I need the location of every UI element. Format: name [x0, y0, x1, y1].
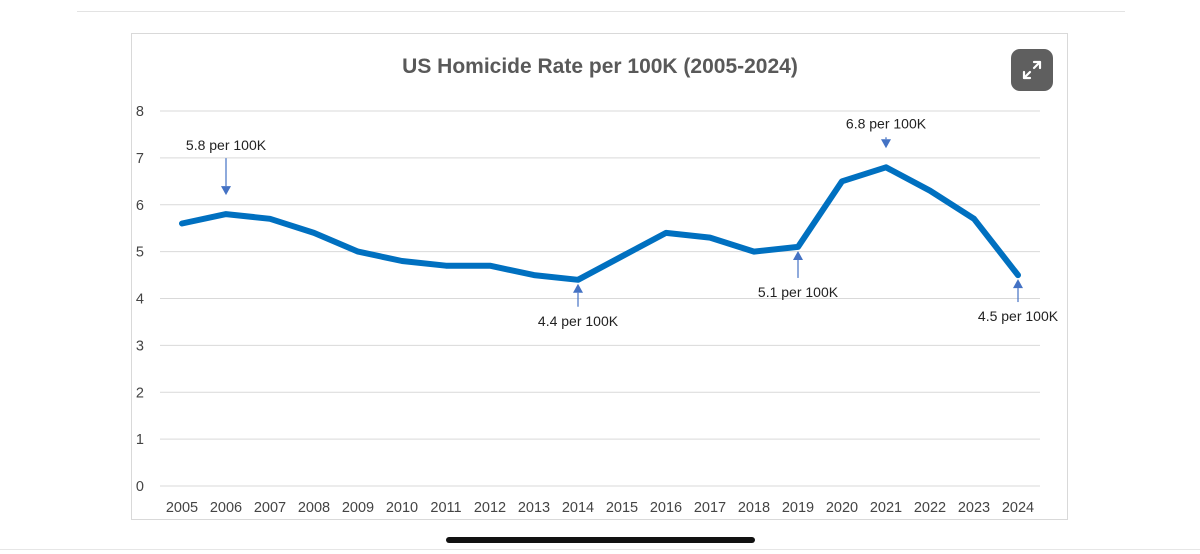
- data-point: [355, 249, 361, 255]
- annotation-arrowhead: [1013, 279, 1023, 289]
- annotation: 5.8 per 100K: [186, 137, 267, 196]
- y-axis-ticks: 0 1 2 3 4 5 6 7 8: [136, 104, 144, 495]
- annotation: 5.1 per 100K: [758, 250, 839, 300]
- x-tick-label: 2011: [430, 500, 461, 516]
- x-tick-label: 2010: [386, 500, 418, 516]
- annotation-label: 4.4 per 100K: [538, 313, 619, 329]
- x-tick-label: 2016: [650, 500, 682, 516]
- x-tick-label: 2022: [914, 500, 946, 516]
- x-tick-label: 2024: [1002, 500, 1034, 516]
- y-tick-label: 3: [136, 338, 144, 354]
- x-tick-label: 2015: [606, 500, 638, 516]
- x-tick-label: 2019: [782, 500, 814, 516]
- y-tick-label: 7: [136, 151, 144, 167]
- data-point: [971, 216, 977, 222]
- x-tick-label: 2008: [298, 500, 330, 516]
- data-point: [311, 230, 317, 236]
- x-tick-label: 2006: [210, 500, 242, 516]
- y-tick-label: 0: [136, 479, 144, 495]
- annotation-label: 5.8 per 100K: [186, 137, 267, 153]
- data-point: [839, 178, 845, 184]
- home-indicator[interactable]: [446, 537, 755, 543]
- annotation-arrowhead: [221, 186, 231, 196]
- data-point: [179, 221, 185, 227]
- x-tick-label: 2017: [694, 500, 726, 516]
- x-tick-label: 2023: [958, 500, 990, 516]
- expand-button[interactable]: [1011, 49, 1053, 91]
- data-point: [795, 244, 801, 250]
- annotation-arrowhead: [881, 139, 891, 149]
- y-tick-label: 2: [136, 385, 144, 401]
- grid-lines: [160, 110, 1040, 487]
- data-point: [487, 263, 493, 269]
- annotation-label: 6.8 per 100K: [846, 115, 927, 131]
- y-tick-label: 5: [136, 245, 144, 261]
- data-point: [663, 230, 669, 236]
- data-point: [267, 216, 273, 222]
- annotation: 6.8 per 100K: [846, 115, 927, 149]
- data-point: [751, 249, 757, 255]
- y-tick-label: 8: [136, 104, 144, 120]
- x-tick-label: 2013: [518, 500, 550, 516]
- annotation-label: 5.1 per 100K: [758, 284, 839, 300]
- annotation-arrowhead: [793, 250, 803, 260]
- annotation: 4.4 per 100K: [538, 283, 619, 329]
- x-tick-label: 2007: [254, 500, 286, 516]
- data-point: [707, 235, 713, 241]
- annotation: 4.5 per 100K: [978, 279, 1059, 324]
- x-axis-ticks: 2005 2006 2007 2008 2009 2010 2011 2012 2013 2014…: [166, 500, 1034, 516]
- chart-title: US Homicide Rate per 100K (2005-2024): [402, 55, 798, 78]
- data-point: [619, 253, 625, 259]
- x-tick-label: 2009: [342, 500, 374, 516]
- x-tick-label: 2021: [870, 500, 902, 516]
- bottom-divider: [0, 549, 1200, 550]
- top-divider: [77, 11, 1125, 12]
- y-tick-label: 1: [136, 432, 144, 448]
- series-line-homicide-rate: [179, 164, 1021, 283]
- y-tick-label: 6: [136, 198, 144, 214]
- data-point: [223, 211, 229, 217]
- expand-icon: [1022, 60, 1042, 80]
- x-tick-label: 2005: [166, 500, 198, 516]
- annotations: 5.8 per 100K 4.4 per 100K 5.1 per 100K 6.8 …: [186, 115, 1059, 329]
- data-point: [531, 272, 537, 278]
- annotation-arrowhead: [573, 283, 583, 293]
- x-tick-label: 2020: [826, 500, 858, 516]
- x-tick-label: 2014: [562, 500, 594, 516]
- x-tick-label: 2012: [474, 500, 506, 516]
- data-point: [1015, 272, 1021, 278]
- data-point: [399, 258, 405, 264]
- data-point: [443, 263, 449, 269]
- data-point: [927, 188, 933, 194]
- data-point: [575, 277, 581, 283]
- data-point: [883, 164, 889, 170]
- y-tick-label: 4: [136, 292, 144, 308]
- x-tick-label: 2018: [738, 500, 770, 516]
- annotation-label: 4.5 per 100K: [978, 308, 1059, 324]
